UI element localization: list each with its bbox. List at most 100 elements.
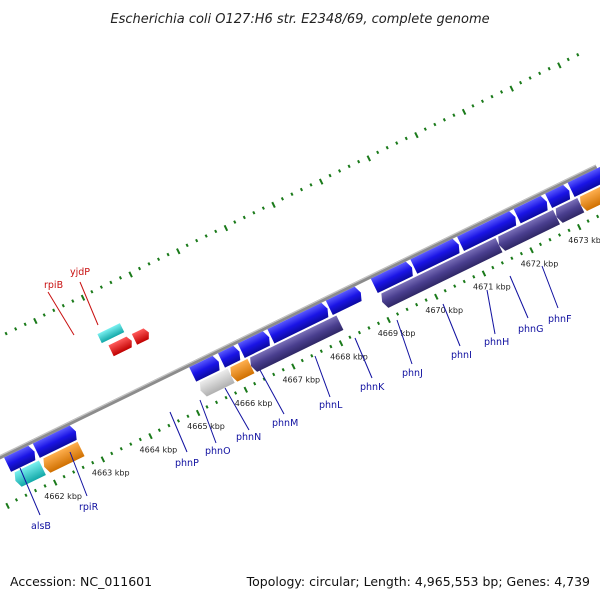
minor-tick	[24, 493, 28, 498]
minor-tick	[519, 251, 523, 256]
minor-tick	[329, 344, 333, 349]
kbp-label: 4671 kbp	[473, 283, 511, 292]
major-tick	[223, 224, 229, 232]
minor-tick	[4, 331, 8, 336]
gene-labels: rpiB yjdP alsB rpiR phnP phnO phnN phnM …	[31, 267, 572, 532]
minor-tick	[309, 183, 313, 187]
major-tick	[80, 294, 86, 301]
major-tick	[461, 108, 467, 116]
minor-tick	[442, 118, 446, 122]
kbp-label: 4670 kbp	[425, 306, 463, 315]
minor-tick	[491, 265, 495, 270]
minor-tick	[176, 419, 180, 423]
kbp-labels: 4662 kbp 4663 kbp 4664 kbp 4665 kbp 4666…	[44, 236, 600, 501]
minor-tick	[110, 451, 114, 456]
minor-tick	[43, 484, 47, 488]
cds-forward	[567, 166, 600, 198]
minor-tick	[328, 173, 332, 178]
minor-tick	[167, 423, 171, 428]
minor-tick	[357, 159, 361, 164]
minor-tick	[566, 57, 570, 62]
minor-tick	[443, 288, 447, 293]
minor-tick	[500, 261, 504, 265]
gene-label-phnJ: phnJ	[402, 368, 423, 379]
major-tick	[53, 479, 58, 486]
minor-tick	[147, 262, 151, 266]
cds-forward	[325, 286, 362, 315]
minor-tick	[109, 280, 113, 285]
minor-tick	[376, 150, 380, 155]
genome-summary: Topology: circular; Length: 4,965,553 bp…	[246, 574, 590, 589]
minor-tick	[214, 400, 219, 405]
accession-text: Accession: NC_011601	[10, 574, 152, 589]
minor-tick	[23, 322, 27, 327]
minor-tick	[205, 405, 209, 409]
minor-tick	[81, 465, 85, 470]
minor-tick	[261, 206, 265, 210]
kbp-label: 4666 kbp	[235, 399, 273, 408]
forward-strand-track	[4, 166, 600, 472]
minor-tick	[129, 442, 133, 446]
major-tick	[5, 502, 10, 510]
major-tick	[577, 223, 582, 231]
cds-gray	[199, 368, 235, 397]
minor-tick	[91, 460, 95, 465]
kbp-label: 4663 kbp	[92, 469, 130, 478]
minor-tick	[157, 428, 161, 432]
major-tick	[366, 155, 372, 162]
minor-tick	[385, 145, 389, 150]
minor-tick	[252, 210, 256, 215]
gene-label-phnO: phnO	[205, 446, 231, 457]
leader-line	[314, 355, 331, 398]
leader-line	[541, 265, 559, 309]
minor-tick	[118, 276, 123, 280]
minor-tick	[471, 104, 475, 108]
kbp-label: 4668 kbp	[330, 352, 368, 361]
minor-tick	[61, 303, 65, 308]
minor-tick	[567, 228, 571, 233]
minor-tick	[299, 187, 304, 192]
cds-forward	[513, 195, 548, 224]
minor-tick	[452, 113, 456, 117]
major-tick	[243, 386, 248, 393]
cds-forward	[545, 184, 571, 209]
leader-line	[509, 275, 529, 319]
minor-tick	[186, 414, 190, 419]
minor-tick	[424, 298, 428, 302]
cds-orange	[579, 181, 600, 212]
minor-tick	[33, 488, 38, 493]
minor-tick	[557, 233, 562, 237]
major-tick	[386, 316, 391, 324]
gene-label-rpiB: rpiB	[44, 280, 63, 291]
minor-tick	[71, 299, 75, 303]
minor-tick	[415, 302, 419, 307]
kbp-label: 4673 kbp	[568, 236, 600, 245]
minor-tick	[224, 395, 228, 400]
backbone	[0, 164, 598, 476]
minor-tick	[280, 197, 284, 201]
minor-tick	[404, 136, 408, 141]
minor-tick	[462, 279, 466, 284]
cds-forward	[4, 445, 36, 472]
minor-tick	[423, 127, 427, 131]
major-tick	[128, 271, 133, 278]
rna-red	[131, 328, 149, 345]
minor-tick	[242, 215, 246, 220]
minor-tick	[405, 307, 409, 312]
leader-line	[442, 303, 461, 347]
gene-label-rpiR: rpiR	[79, 502, 99, 513]
major-tick	[176, 248, 181, 255]
outer-tick-ring	[4, 52, 580, 336]
minor-tick	[433, 122, 437, 127]
cds-forward	[189, 355, 220, 382]
cds-forward	[217, 345, 241, 368]
leader-line	[354, 337, 373, 379]
leader-line	[396, 319, 413, 365]
minor-tick	[204, 234, 208, 238]
rna-red	[108, 336, 132, 357]
minor-tick	[99, 285, 103, 289]
minor-tick	[166, 252, 170, 257]
minor-tick	[310, 354, 314, 358]
minor-tick	[510, 256, 514, 261]
